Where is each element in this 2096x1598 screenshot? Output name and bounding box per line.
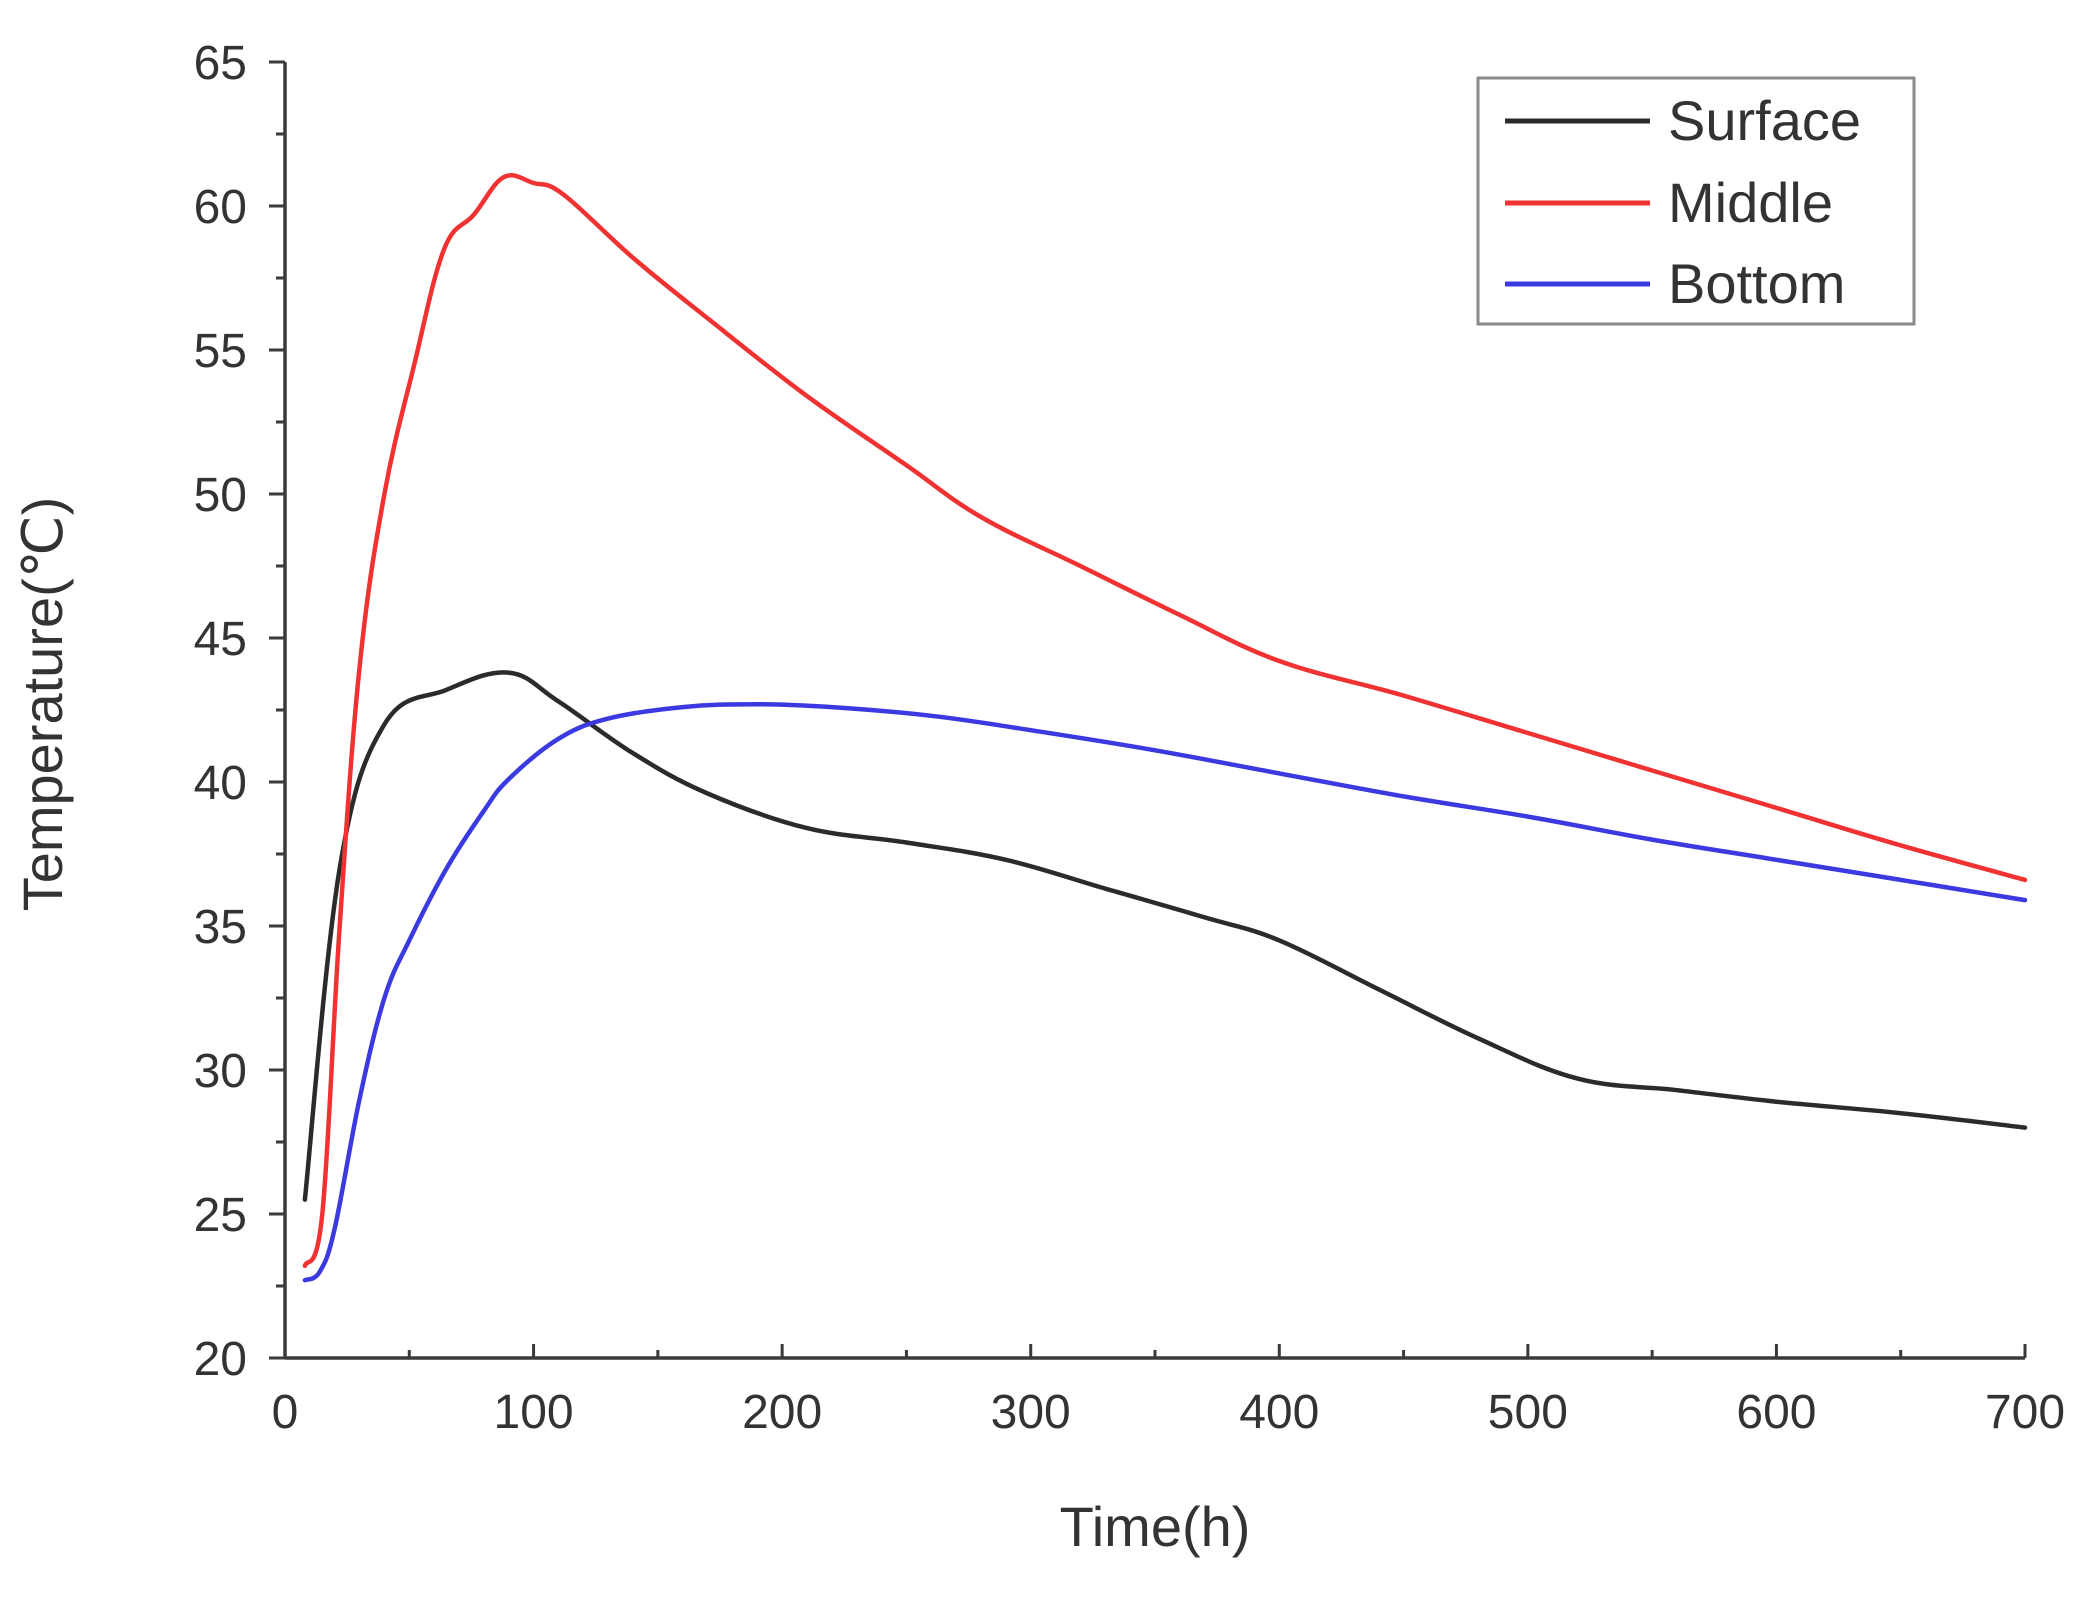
y-tick-label: 25 — [194, 1189, 247, 1242]
x-tick-label: 500 — [1488, 1386, 1568, 1439]
y-tick-label: 60 — [194, 181, 247, 234]
x-tick-label: 200 — [742, 1386, 822, 1439]
y-axis-title: Temperature(℃) — [11, 497, 74, 912]
series-line-bottom — [302, 701, 2028, 1283]
x-tick-label: 0 — [272, 1386, 299, 1439]
y-tick-label: 30 — [194, 1045, 247, 1098]
y-tick-label: 35 — [194, 901, 247, 954]
x-tick-label: 100 — [494, 1386, 574, 1439]
series-line-surface — [302, 670, 2028, 1202]
x-axis-title: Time(h) — [1060, 1495, 1251, 1558]
y-tick-label: 45 — [194, 613, 247, 666]
series-line-middle — [302, 173, 2028, 1269]
y-tick-label: 20 — [194, 1333, 247, 1386]
axes-layer: 0 100 200 300 400 500 600 700 20 25 30 35 40 45 50 55 60… — [194, 37, 2065, 1439]
y-tick-label: 40 — [194, 757, 247, 810]
y-tick-label: 50 — [194, 469, 247, 522]
x-tick-label: 700 — [1985, 1386, 2065, 1439]
x-tick-label: 400 — [1239, 1386, 1319, 1439]
series-layer — [302, 173, 2028, 1283]
x-tick-label: 600 — [1736, 1386, 1816, 1439]
legend: Surface Middle Bottom — [1476, 76, 1916, 326]
x-tick-label: 300 — [991, 1386, 1071, 1439]
y-tick-label: 55 — [194, 325, 247, 378]
legend-label-bottom: Bottom — [1668, 252, 1845, 315]
legend-label-surface: Surface — [1668, 89, 1861, 152]
legend-label-middle: Middle — [1668, 171, 1833, 234]
y-tick-label: 65 — [194, 37, 247, 90]
